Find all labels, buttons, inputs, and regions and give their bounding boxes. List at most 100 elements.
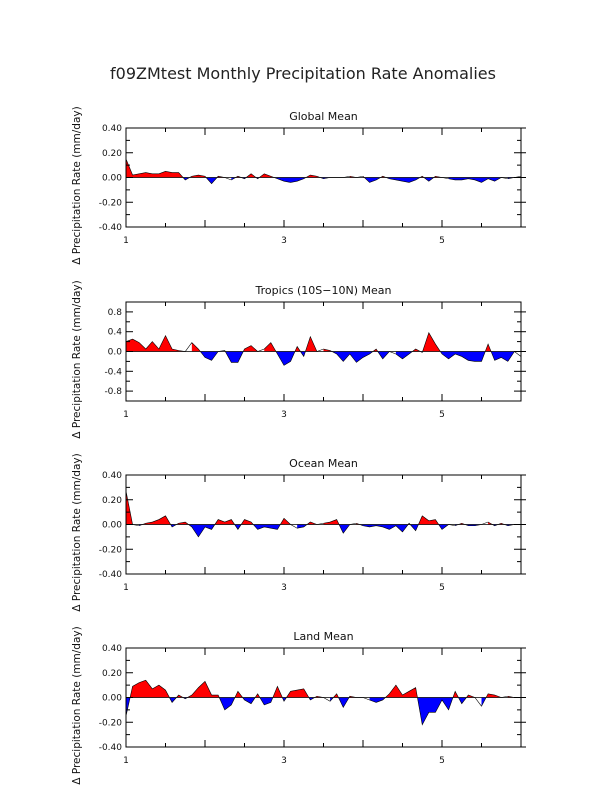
land-negative-area-3 [219, 697, 235, 710]
tropics-ytick-label-3: -0.4 [104, 367, 122, 377]
ocean-positive-area-2 [176, 522, 189, 525]
land-negative-area-1 [169, 697, 177, 703]
global-panel-title: Global Mean [289, 110, 358, 123]
tropics-xtick-label-1: 3 [281, 410, 287, 420]
tropics-positive-area-11 [485, 344, 492, 352]
global-xtick-label-1: 3 [281, 236, 287, 246]
global-positive-area-4 [246, 173, 257, 178]
global-negative-area-5 [274, 177, 306, 183]
tropics-positive-area-3 [243, 345, 258, 352]
ocean-negative-area-2 [188, 524, 215, 537]
land-panel-title: Land Mean [293, 630, 353, 643]
global-series-line [125, 158, 522, 185]
tropics-xtick-label-0: 1 [123, 410, 129, 420]
ocean-ytick-label-1: 0.20 [102, 496, 122, 506]
tropics-panel-title: Tropics (10S−10N) Mean [255, 284, 392, 297]
ocean-negative-area-4 [253, 524, 281, 530]
tropics-negative-area-1 [225, 351, 244, 363]
tropics-ytick-label-0: 0.8 [108, 308, 123, 318]
ocean-negative-area-3 [234, 524, 242, 530]
land-negative-area-6 [282, 697, 287, 702]
land-ytick-label-0: 0.40 [102, 644, 122, 654]
ocean-y-axis-label: Δ Precipitation Rate (mm/day) [71, 453, 83, 611]
tropics-positive-area-4 [264, 342, 276, 352]
chart-title: f09ZMtest Monthly Precipitation Rate Ano… [110, 64, 496, 83]
global-negative-area-9 [423, 177, 434, 182]
ocean-ytick-label-4: -0.40 [99, 570, 123, 580]
tropics-positive-area-6 [305, 336, 317, 352]
ocean-positive-area-7 [323, 519, 340, 525]
panel-global: Global Mean 0.40 0.20 0.00 -0.20 -0.401 3 5 Δ Pr… [71, 106, 526, 265]
global-ytick-label-0: 0.40 [102, 124, 122, 134]
ocean-xtick-label-1: 3 [281, 583, 287, 593]
global-ytick-label-2: 0.00 [102, 174, 122, 184]
ocean-positive-area-10 [418, 515, 439, 525]
ocean-series-line [125, 491, 521, 538]
ocean-negative-area-5 [297, 524, 308, 529]
global-y-axis-label: Δ Precipitation Rate (mm/day) [71, 106, 83, 264]
panel-land: Land Mean 0.40 0.20 0.00 -0.20 -0.401 3 5 Δ Prec… [71, 626, 526, 785]
land-ytick-label-4: -0.40 [99, 743, 123, 753]
global-xtick-label-0: 1 [123, 236, 129, 246]
land-negative-area-5 [259, 697, 273, 705]
land-ytick-label-2: 0.00 [102, 694, 122, 704]
global-positive-area-1 [189, 175, 207, 178]
ocean-positive-area-5 [280, 518, 291, 525]
global-positive-area-0 [126, 158, 184, 178]
land-ytick-label-3: -0.20 [99, 718, 123, 728]
land-y-axis-label: Δ Precipitation Rate (mm/day) [71, 626, 83, 784]
ocean-xtick-label-2: 5 [439, 583, 445, 593]
land-positive-area-10 [385, 685, 418, 698]
global-ytick-label-4: -0.40 [99, 223, 123, 233]
ocean-negative-area-9 [438, 524, 449, 530]
tropics-negative-area-0 [200, 351, 219, 361]
ocean-ytick-label-2: 0.00 [102, 521, 122, 531]
land-xtick-label-2: 5 [439, 756, 445, 766]
tropics-positive-area-0 [126, 335, 186, 352]
land-positive-area-11 [452, 691, 459, 698]
panel-ocean: Ocean Mean 0.40 0.20 0.00 -0.20 -0.401 3 5 Δ Pre… [71, 453, 526, 612]
tropics-y-axis-label: Δ Precipitation Rate (mm/day) [71, 280, 83, 438]
global-xtick-label-2: 5 [439, 236, 445, 246]
global-ytick-label-1: 0.20 [102, 149, 122, 159]
land-ytick-label-1: 0.20 [102, 669, 122, 679]
land-positive-area-0 [130, 680, 170, 698]
ocean-positive-area-1 [142, 515, 171, 525]
land-positive-area-3 [234, 691, 243, 698]
tropics-series-line [125, 331, 522, 366]
ocean-ytick-label-0: 0.40 [102, 471, 122, 481]
land-negative-area-12 [458, 697, 467, 704]
land-positive-area-13 [486, 693, 502, 698]
tropics-negative-area-5 [377, 351, 390, 359]
ocean-negative-area-6 [339, 524, 350, 534]
land-positive-area-2 [187, 681, 220, 698]
global-ytick-label-3: -0.20 [99, 198, 123, 208]
ocean-ytick-label-3: -0.20 [99, 545, 123, 555]
tropics-positive-area-10 [422, 332, 441, 352]
land-positive-area-5 [272, 686, 283, 698]
tropics-negative-area-2 [275, 351, 295, 366]
panel-tropics: Tropics (10S−10N) Mean 0.8 0.4 0.0 -0.4 -0.8 1… [71, 280, 526, 439]
land-negative-area-9 [338, 697, 350, 708]
tropics-positive-area-5 [294, 346, 301, 352]
land-positive-area-4 [255, 693, 260, 698]
land-xtick-label-0: 1 [123, 756, 129, 766]
land-xtick-label-1: 3 [281, 756, 287, 766]
tropics-ytick-label-1: 0.4 [108, 328, 123, 338]
land-positive-area-6 [286, 688, 309, 698]
ocean-positive-area-4 [241, 519, 254, 525]
land-negative-area-11 [417, 697, 453, 725]
tropics-ytick-label-2: 0.0 [108, 348, 123, 358]
ocean-panel-title: Ocean Mean [289, 457, 358, 470]
global-negative-area-1 [206, 177, 218, 184]
tropics-negative-area-9 [491, 351, 515, 362]
ocean-xtick-label-0: 1 [123, 583, 129, 593]
land-positive-area-8 [333, 693, 339, 698]
tropics-negative-area-8 [440, 351, 486, 362]
tropics-positive-area-9 [412, 349, 421, 352]
tropics-negative-area-3 [300, 351, 306, 357]
tropics-xtick-label-2: 5 [439, 410, 445, 420]
tropics-ytick-label-4: -0.8 [104, 387, 122, 397]
